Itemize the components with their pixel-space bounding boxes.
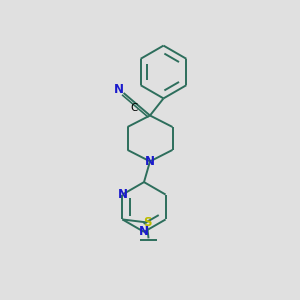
Text: N: N — [114, 83, 124, 96]
Text: C: C — [130, 103, 138, 112]
Text: N: N — [117, 188, 128, 201]
Text: N: N — [145, 155, 155, 168]
Text: N: N — [139, 225, 149, 239]
Text: S: S — [143, 216, 151, 229]
